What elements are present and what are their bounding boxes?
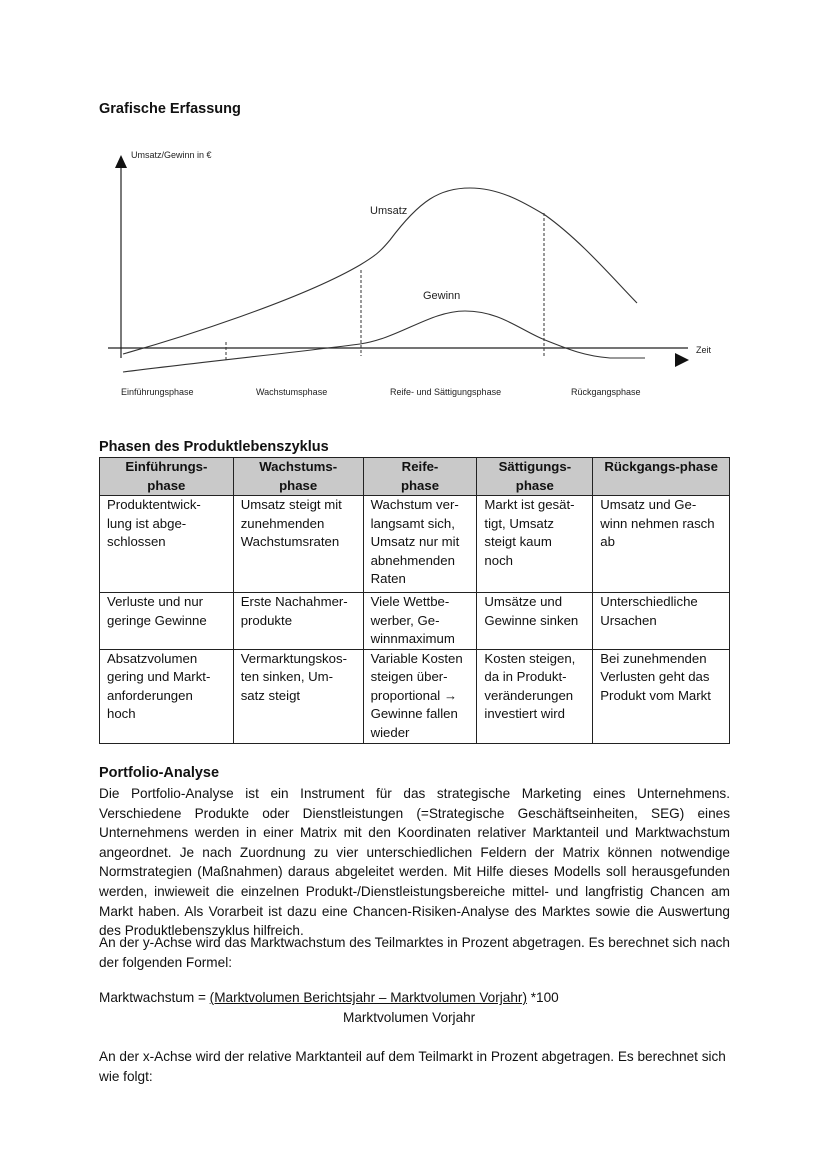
product-lifecycle-diagram: Umsatz/Gewinn in € Zeit Umsatz Gewinn Ei…	[108, 150, 712, 397]
section-title-grafische-erfassung: Grafische Erfassung	[99, 101, 241, 117]
x-axis-label: Zeit	[696, 345, 712, 355]
table-cell: Markt ist gesät- tigt, Umsatz steigt kau…	[476, 495, 594, 593]
paragraph-x-axis: An der x-Achse wird der relative Marktan…	[99, 1049, 726, 1084]
gewinn-label: Gewinn	[423, 290, 460, 302]
phase-label: Rückgangsphase	[571, 387, 641, 397]
formula-numerator: (Marktvolumen Berichtsjahr – Marktvolume…	[209, 990, 527, 1005]
table-cell: Unterschiedliche Ursachen	[592, 592, 730, 650]
table-header-cell: Reife- phase	[362, 457, 478, 496]
table-header-cell: Sättigungs- phase	[476, 457, 594, 496]
table-cell: Umsatz und Ge- winn nehmen rasch ab	[592, 495, 730, 593]
table-cell: Umsatz steigt mit zunehmenden Wachstumsr…	[232, 495, 364, 593]
table-cell: Vermarktungskos- ten sinken, Um- satz st…	[232, 648, 364, 744]
table-cell: Absatzvolumen gering und Markt- anforder…	[99, 648, 234, 744]
section-title-portfolio-analyse: Portfolio-Analyse	[99, 765, 220, 781]
table-header-cell: Wachstums- phase	[232, 457, 364, 496]
paragraph-y-axis: An der y-Achse wird das Marktwachstum de…	[99, 935, 730, 970]
x-axis-arrow-icon	[675, 353, 689, 367]
table-row: Verluste und nur geringe Gewinne Erste Na…	[99, 592, 730, 650]
table-header-row: Einführungs- phase Wachstums- phase Reife-…	[99, 457, 730, 496]
table-header-cell: Einführungs- phase	[99, 457, 234, 496]
table-cell: Kosten steigen, da in Produkt- veränderu…	[476, 648, 594, 744]
table-row: Produktentwick- lung ist abge- schlossen…	[99, 495, 730, 593]
gewinn-curve	[122, 310, 645, 373]
formula-lhs: Marktwachstum =	[99, 990, 210, 1005]
table-cell: Produktentwick- lung ist abge- schlossen	[99, 495, 234, 593]
umsatz-curve	[122, 187, 638, 355]
umsatz-label: Umsatz	[370, 205, 407, 217]
formula-denominator: Marktvolumen Vorjahr	[343, 1010, 476, 1025]
lifecycle-phases-table: Einführungs- phase Wachstums- phase Reife-…	[99, 457, 730, 744]
phase-label: Reife- und Sättigungsphase	[390, 387, 501, 397]
phase-label: Einführungsphase	[121, 387, 194, 397]
table-cell: Variable Kosten steigen über- proportion…	[362, 648, 478, 744]
formula-factor: *100	[526, 990, 559, 1005]
table-cell: Verluste und nur geringe Gewinne	[99, 592, 234, 650]
formula-marktwachstum: Marktwachstum = (Marktvolumen Berichtsja…	[99, 990, 559, 1005]
y-axis-arrow-icon	[115, 155, 127, 168]
table-cell: Bei zunehmenden Verlusten geht das Produ…	[592, 648, 730, 744]
phase-label: Wachstumsphase	[256, 387, 327, 397]
table-cell: Erste Nachahmer- produkte	[232, 592, 364, 650]
table-header-cell: Rückgangs-phase	[592, 457, 730, 496]
table-cell: Viele Wettbe- werber, Ge- winnmaximum	[362, 592, 478, 650]
section-title-phasen: Phasen des Produktlebenszyklus	[99, 439, 329, 455]
table-cell: Wachstum ver- langsamt sich, Umsatz nur …	[362, 495, 478, 593]
table-row: Absatzvolumen gering und Markt- anforder…	[99, 648, 730, 744]
paragraph-portfolio-intro: Die Portfolio-Analyse ist ein Instrument…	[99, 786, 730, 939]
y-axis-label: Umsatz/Gewinn in €	[131, 150, 212, 160]
table-cell: Umsätze und Gewinne sinken	[476, 592, 594, 650]
